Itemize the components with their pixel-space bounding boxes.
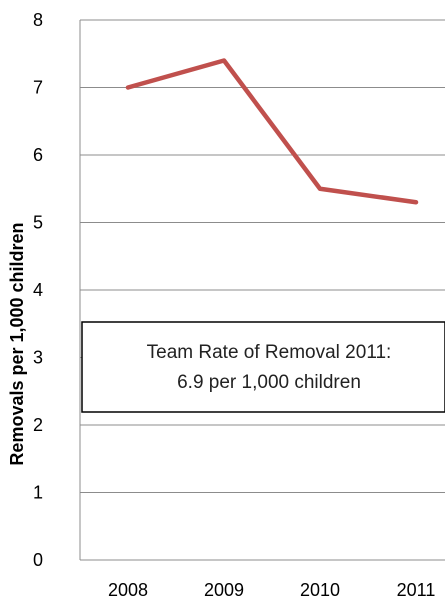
y-tick-label: 6 (33, 145, 43, 165)
axes (79, 20, 445, 561)
y-tick-label: 7 (33, 78, 43, 98)
y-axis-label: Removals per 1,000 children (7, 222, 27, 465)
x-tick-label: 2011 (397, 580, 436, 600)
annotation-box: Team Rate of Removal 2011: 6.9 per 1,000… (81, 321, 445, 413)
x-tick-label: 2009 (204, 580, 244, 600)
x-tick-label: 2008 (108, 580, 148, 600)
y-tick-label: 3 (33, 348, 43, 368)
x-tick-labels: 2008 2009 2010 2011 (108, 580, 435, 600)
series-line-0 (125, 58, 419, 205)
gridlines (80, 19, 445, 493)
y-tick-label: 5 (33, 213, 43, 233)
annotation-line-1: Team Rate of Removal 2011: (147, 342, 392, 363)
y-tick-labels: 0 1 2 3 4 5 6 7 8 (33, 10, 43, 570)
y-tick-label: 2 (33, 415, 43, 435)
y-tick-label: 1 (33, 483, 43, 503)
y-tick-label: 0 (33, 550, 43, 570)
y-tick-label: 4 (33, 280, 43, 300)
y-tick-label: 8 (33, 10, 43, 30)
annotation-line-2: 6.9 per 1,000 children (177, 372, 361, 393)
x-tick-label: 2010 (300, 580, 340, 600)
series-lines (125, 58, 419, 205)
annotation-frame (81, 321, 445, 413)
